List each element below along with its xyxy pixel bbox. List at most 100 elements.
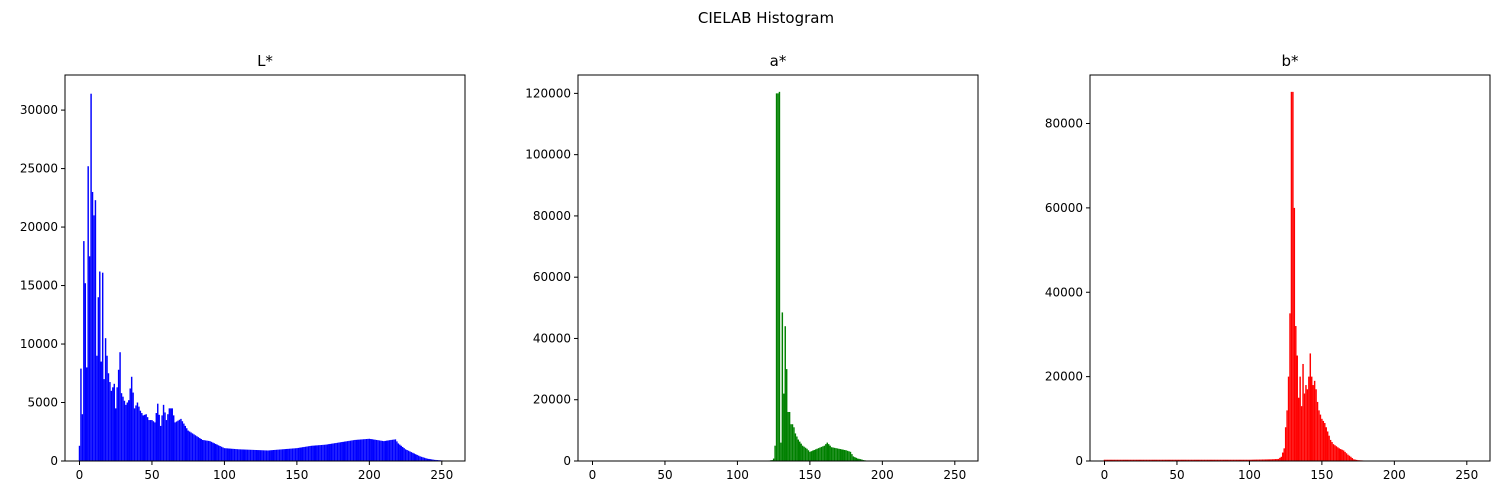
histogram-bar [326,444,329,461]
histogram-bar [1179,459,1181,461]
histogram-bar [1348,455,1351,461]
histogram-bar [1247,459,1249,461]
histogram-bar [804,447,807,461]
histogram-bar [278,449,281,461]
histogram-bar [230,448,233,461]
histogram-bar [190,432,192,461]
histogram-bar [833,447,836,461]
histogram-bar [1222,459,1225,461]
histogram-bar [272,450,275,461]
histogram-bar [96,355,98,461]
histogram-bar [1170,459,1172,461]
histogram-bar [1126,459,1129,461]
histogram-bar [351,440,353,461]
x-tick-label: 150 [1310,468,1333,482]
histogram-bar [852,456,855,461]
histogram-bar [1225,459,1227,461]
y-tick-label: 20000 [533,393,571,407]
histogram-bar [86,367,88,461]
histogram-bar [1128,459,1130,461]
y-tick-label: 40000 [533,331,571,345]
histogram-bar [1329,439,1332,461]
histogram-bar [367,438,369,461]
histogram-bar [187,430,189,461]
histogram-bar [432,459,434,461]
histogram-bar [319,445,321,461]
histogram-bar [1240,459,1242,461]
histogram-bar [1142,459,1145,461]
histogram-bar [841,449,843,461]
histogram-bar [859,459,862,461]
histogram-bar [400,445,402,461]
histogram-bar [162,404,165,461]
histogram-bar [80,368,82,461]
histogram-bar [283,449,285,461]
histogram-bar [1168,459,1171,461]
histogram-bar [142,415,144,461]
y-tick-label: 15000 [20,279,58,293]
histogram-bar [845,450,847,461]
histogram-bar [781,312,784,461]
histogram-bar [1309,353,1312,461]
histogram-bar [822,446,824,461]
histogram-bar [354,439,356,461]
histogram-bar [371,439,373,461]
histogram-bar [1118,459,1120,461]
plot-title: a* [770,52,787,70]
histogram-bar [287,448,289,461]
histogram-bar [1335,446,1338,461]
histogram-bar [1111,459,1113,461]
histogram-bar [803,446,805,461]
histogram-bar [1313,380,1316,461]
histogram-bar [143,414,146,461]
histogram-bar [407,450,410,461]
histogram-bar [1226,459,1229,461]
histogram-bar [1221,459,1223,461]
histogram-bar [1274,459,1277,461]
histogram-bar [241,449,243,461]
histogram-bar [783,393,785,461]
histogram-bar [117,369,120,461]
histogram-bar [812,450,814,461]
histogram-bar [1258,459,1261,461]
histogram-bar [246,449,249,461]
histogram-bar [433,459,436,461]
histogram-bar [1268,459,1271,461]
histogram-bar [1241,459,1243,461]
histogram-bar [801,445,804,461]
y-tick-label: 60000 [533,270,571,284]
histogram-bar [251,449,253,461]
histogram-bar [1302,363,1304,461]
histogram-bar [130,376,133,461]
histogram-bar [1148,459,1151,461]
histogram-bar [306,446,308,461]
x-tick-label: 200 [1383,468,1406,482]
histogram-bar [1245,459,1248,461]
histogram-bar [830,447,833,461]
histogram-bar [293,448,295,461]
histogram-bar [99,271,101,461]
histogram-bar [232,448,234,461]
histogram-bar [1161,459,1164,461]
histogram-bar [119,352,121,461]
histogram-bar [1140,459,1142,461]
histogram-bar [378,440,381,461]
histogram-bar [846,450,849,461]
histogram-bar [423,457,426,461]
histogram-bar [396,441,398,461]
histogram-bar [107,373,110,461]
histogram-bar [419,456,421,461]
histogram-bar [158,414,160,461]
histogram-bar [364,439,366,461]
histogram-bar [1273,459,1275,461]
histogram-bar [1190,459,1193,461]
histogram-bar [352,440,355,461]
histogram-bar [1287,376,1290,461]
histogram-bar [1202,459,1204,461]
histogram-bar [796,436,798,461]
histogram-bar [784,326,786,461]
histogram-bar [267,450,269,461]
histogram-bar [274,449,276,461]
histogram-bar [171,408,173,461]
